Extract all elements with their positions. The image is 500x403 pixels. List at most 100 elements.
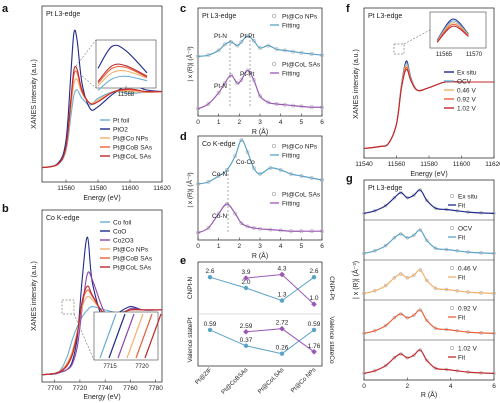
x-tick-label: 0 (196, 119, 200, 126)
panel-d-peak-label: Co-N (212, 171, 227, 178)
legend-label: Fitting (282, 153, 300, 160)
data-point (216, 211, 221, 216)
data-point (279, 298, 285, 303)
data-point (239, 78, 244, 82)
data-point (279, 351, 285, 356)
data-point (233, 211, 238, 216)
legend-label: OCV (458, 226, 473, 233)
data-point (412, 233, 416, 237)
panel-d-x-ticks: 0 1 2 3 4 5 6 (196, 237, 324, 250)
panel-e-axis-label: Valence statePt (187, 317, 194, 362)
legend-swatch (450, 346, 454, 350)
panel-a: a Pt L3-edge 11560 11580 11600 11620 Energy… (2, 3, 171, 202)
data-point (206, 226, 211, 230)
panel-e-axis-label: CNPt-Pt (328, 276, 335, 300)
legend-label: Pt@CoL SAs (113, 154, 152, 161)
panel-d-peak-label: Co-Co (236, 159, 255, 166)
fit-line (197, 203, 322, 234)
panel-f-inset-tick: 11565 (436, 52, 453, 58)
fit-line (363, 309, 495, 334)
panel-e-axis-label: CNPt-N (187, 277, 194, 300)
data-label: 0.59 (308, 321, 321, 328)
panel-b-edge-label: Co K-edge (46, 215, 80, 222)
data-point (279, 271, 285, 278)
x-tick-label: 7700 (47, 385, 62, 392)
data-point (239, 40, 244, 44)
inset-series-line (99, 313, 117, 359)
panel-d-series (196, 138, 324, 235)
data-label: 0.37 (240, 337, 253, 344)
x-tick-label: 11560 (57, 185, 75, 192)
data-point (251, 38, 256, 43)
data-label: 2.6 (205, 268, 214, 275)
data-point (245, 68, 250, 73)
x-tick-label: 7720 (73, 385, 88, 392)
legend-swatch (450, 306, 454, 310)
data-label: 4.3 (277, 266, 286, 273)
x-tick-label: 1 (217, 119, 221, 126)
panel-f-inset-series (436, 18, 469, 43)
data-point (383, 283, 388, 288)
legend-label: Pt@CoB SAs (113, 256, 153, 263)
x-tick-label: 4 (449, 383, 453, 390)
legend-label: CoO (113, 229, 126, 236)
legend-label: Fit (458, 203, 465, 210)
inset-series-line (126, 313, 144, 359)
data-point (243, 343, 249, 348)
x-tick-label: 11600 (453, 161, 471, 168)
inset-series-line (108, 313, 126, 359)
panel-e-letter: e (180, 255, 186, 267)
data-label: 2.6 (309, 268, 318, 275)
data-label: 2.0 (241, 279, 250, 286)
legend-label: Co foil (113, 220, 132, 227)
panel-b-inset-series (99, 313, 162, 359)
legend-label: Pt@CoB SAs (113, 145, 153, 152)
data-point (239, 221, 244, 226)
series-line (41, 271, 163, 376)
x-tick-label: 5 (300, 119, 304, 126)
inset-series-line (97, 70, 148, 87)
data-point (425, 278, 429, 283)
panel-g-subplots: Ex situ Fit OCV Fit 0.46 V Fit 0.92 V Fit 1.02 V… (362, 188, 496, 376)
legend-swatch (450, 266, 454, 270)
data-point (216, 48, 221, 53)
panel-c-peak-label: Pt-N (214, 33, 227, 40)
data-label: 3.9 (241, 269, 250, 276)
data-point (225, 202, 229, 206)
legend-label: 1.02 V (457, 106, 476, 113)
panel-c-peak-label: Pt-N (214, 83, 227, 90)
legend-label: Fitting (282, 201, 300, 208)
inset-series-line (436, 25, 469, 43)
series-line (41, 285, 162, 376)
panel-g-frame (363, 179, 495, 381)
x-tick-label: 6 (320, 119, 324, 126)
x-tick-label: 4 (279, 243, 283, 250)
legend-label: Fitting (282, 71, 300, 78)
panel-b-inset: 7715 7720 (61, 299, 162, 370)
fit-line (363, 229, 495, 254)
panel-a-frame (41, 5, 163, 183)
panel-c-x-ticks: 0 1 2 3 4 5 6 (196, 113, 324, 126)
panel-a-x-ticks: 11560 11580 11600 11620 (57, 179, 171, 192)
data-point (425, 198, 429, 203)
data-label: 1.3 (277, 292, 286, 299)
panel-f-series (363, 60, 494, 150)
x-tick-label: 3 (258, 243, 262, 250)
legend-label: Pt@Co NPs (282, 144, 318, 151)
data-point (412, 273, 416, 277)
panel-d: d Co K-edge 0 1 2 3 4 5 6 R (Å) | x (R)| (Å⁻³)… (180, 131, 324, 260)
panel-a-inset: 11568 (75, 39, 157, 98)
x-tick-label: 2 (238, 243, 242, 250)
data-label: 2.59 (240, 323, 253, 330)
panel-d-frame (197, 135, 323, 241)
panel-c-letter: c (180, 3, 186, 15)
data-point (311, 327, 317, 333)
panel-b-xlabel: Energy (eV) (83, 394, 120, 401)
data-point (383, 203, 388, 208)
data-point (412, 353, 416, 357)
legend-label: Fitting (282, 23, 300, 30)
fit-line (197, 35, 323, 57)
x-tick-label: 1 (217, 243, 221, 250)
panel-a-xlabel: Energy (eV) (83, 195, 120, 202)
legend-label: Pt foil (113, 118, 130, 125)
